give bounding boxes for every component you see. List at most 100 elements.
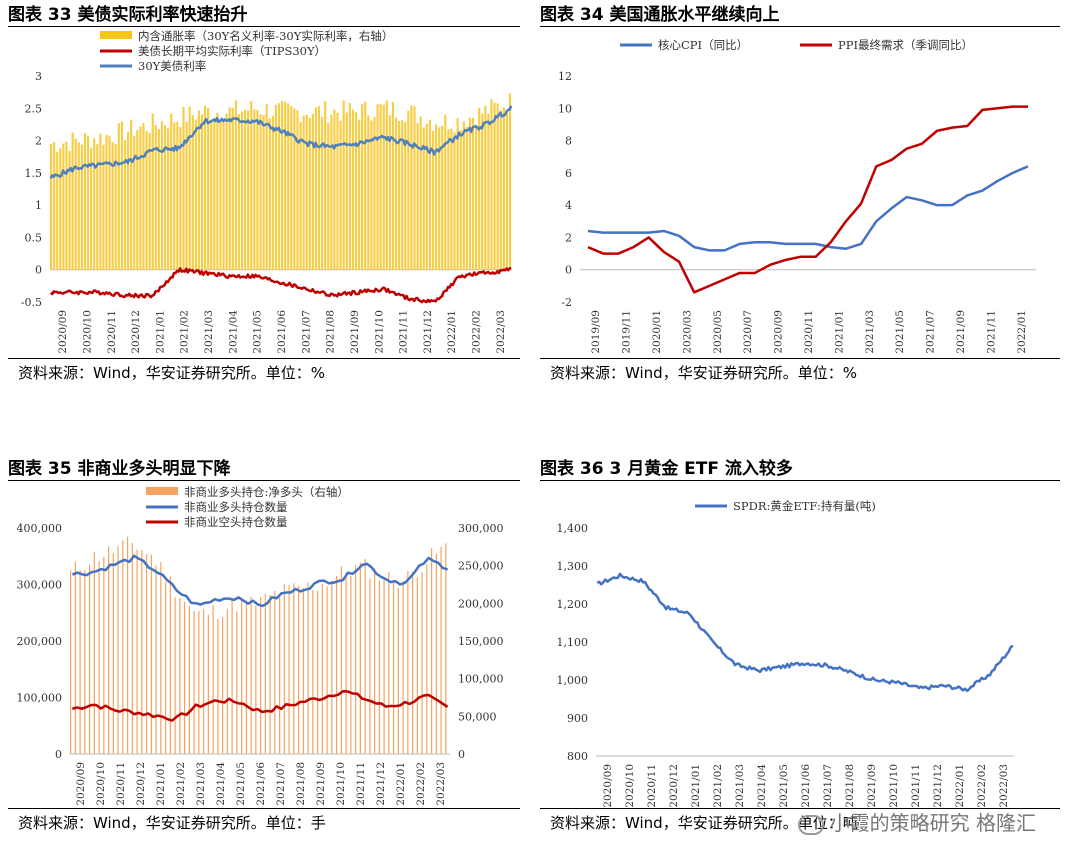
bar-implied-inflation xyxy=(197,110,200,270)
bar-net-long xyxy=(70,570,72,754)
bar-implied-inflation xyxy=(410,105,413,270)
bar-implied-inflation xyxy=(99,133,102,270)
x-tick-label: 2020/07 xyxy=(742,310,754,354)
bar-net-long xyxy=(364,559,366,754)
bar-implied-inflation xyxy=(259,114,262,270)
x-tick-label: 2022/03 xyxy=(495,310,507,354)
bar-implied-inflation xyxy=(231,107,234,270)
bar-implied-inflation xyxy=(247,110,250,270)
chart-source: 资料来源：Wind，华安证券研究所。单位：% xyxy=(18,364,325,382)
x-tick-label: 2022/02 xyxy=(471,310,483,354)
x-tick-label: 2021/02 xyxy=(712,764,724,808)
bar-implied-inflation xyxy=(210,119,213,270)
bar-net-long xyxy=(260,597,262,754)
bar-implied-inflation xyxy=(493,102,496,270)
x-tick-label: 2021/12 xyxy=(422,310,434,354)
bar-implied-inflation xyxy=(351,109,354,270)
bar-net-long xyxy=(378,580,380,754)
bar-implied-inflation xyxy=(71,132,74,270)
bar-implied-inflation xyxy=(444,114,447,270)
bar-net-long xyxy=(103,556,105,754)
bar-implied-inflation xyxy=(123,140,127,270)
x-tick-label: 2021/01 xyxy=(154,310,166,354)
legend-label: 美债长期平均实际利率（TIPS30Y） xyxy=(138,44,326,58)
bar-implied-inflation xyxy=(305,114,308,270)
bar-implied-inflation xyxy=(117,123,120,270)
bar-implied-inflation xyxy=(219,120,222,270)
bar-implied-inflation xyxy=(62,143,65,270)
y2-tick-label: 50,000 xyxy=(458,710,497,723)
bar-implied-inflation xyxy=(367,115,370,270)
bar-implied-inflation xyxy=(108,135,111,270)
bar-implied-inflation xyxy=(468,117,472,270)
bar-implied-inflation xyxy=(68,150,71,270)
bar-net-long xyxy=(293,583,295,754)
bar-implied-inflation xyxy=(345,112,348,270)
x-tick-label: 2020/12 xyxy=(130,310,142,354)
bar-implied-inflation xyxy=(388,115,391,270)
x-tick-label: 2021/01 xyxy=(155,762,167,806)
panel-chart-36: 图表 36 3 月黄金 ETF 流入较多 1,400 1,300 1,200 1,10… xyxy=(540,454,1060,844)
chart-33-svg: 3 2.5 2 1.5 1 0.5 0 -0.5 2020/09 2020/10 2020/11 20… xyxy=(21,29,513,354)
legend-label: 非商业多头持仓:净多头（右轴） xyxy=(184,485,349,499)
x-tick-label: 2021/08 xyxy=(844,764,856,808)
bar-implied-inflation xyxy=(475,125,478,270)
legend-label: 核心CPI（同比） xyxy=(658,38,748,52)
x-tick-label: 2021/04 xyxy=(215,762,227,806)
bar-implied-inflation xyxy=(302,115,305,270)
bar-net-long xyxy=(131,542,133,754)
y-tick-label: 1,300 xyxy=(557,560,589,573)
x-tick-label: 2021/12 xyxy=(375,762,387,806)
bar-implied-inflation xyxy=(244,109,247,270)
bar-net-long xyxy=(388,571,390,754)
series-line xyxy=(72,690,449,722)
bar-implied-inflation xyxy=(321,116,324,270)
bar-net-long xyxy=(326,586,328,754)
bar-implied-inflation xyxy=(425,123,428,270)
bar-implied-inflation xyxy=(86,135,90,270)
bar-implied-inflation xyxy=(281,100,284,270)
bar-implied-inflation xyxy=(284,101,287,270)
bar-implied-inflation xyxy=(167,128,170,270)
bar-implied-inflation xyxy=(213,117,216,270)
bar-implied-inflation xyxy=(438,127,441,270)
bar-net-long xyxy=(431,548,433,754)
bar-implied-inflation xyxy=(127,132,130,270)
bar-net-long xyxy=(179,598,181,754)
bar-implied-inflation xyxy=(274,104,277,270)
bar-net-long xyxy=(108,546,110,754)
x-tick-label: 2021/05 xyxy=(778,764,790,808)
bar-net-long xyxy=(340,566,342,754)
bar-implied-inflation xyxy=(293,108,296,270)
bar-implied-inflation xyxy=(96,143,99,270)
bar-implied-inflation xyxy=(222,121,225,270)
bar-implied-inflation xyxy=(56,151,59,270)
bar-net-long xyxy=(383,579,385,754)
bar-net-long xyxy=(274,591,276,754)
x-tick-label: 2020/10 xyxy=(95,762,107,806)
bar-implied-inflation xyxy=(154,124,157,270)
y-tick-label: 200,000 xyxy=(17,635,63,648)
y-tick-label: 300,000 xyxy=(17,579,63,592)
bar-implied-inflation xyxy=(271,115,274,270)
bar-implied-inflation xyxy=(136,130,139,270)
bar-net-long xyxy=(236,611,238,754)
x-tick-label: 2021/03 xyxy=(195,762,207,806)
bar-net-long xyxy=(317,590,319,754)
legend-label: PPI最终需求（季调同比） xyxy=(838,38,973,52)
x-tick-label: 2021/05 xyxy=(235,762,247,806)
series-line xyxy=(587,165,1029,252)
bar-implied-inflation xyxy=(370,120,373,270)
bar-implied-inflation xyxy=(314,107,318,270)
x-tick-label: 2020/11 xyxy=(803,310,815,354)
y-tick-label: 800 xyxy=(567,750,588,763)
x-tick-label: 2020/09 xyxy=(75,762,87,806)
bar-implied-inflation xyxy=(188,106,191,270)
bar-implied-inflation xyxy=(204,105,207,270)
bar-net-long xyxy=(93,552,95,754)
bar-implied-inflation xyxy=(398,120,401,270)
bar-implied-inflation xyxy=(496,103,499,270)
y-tick-label: 0 xyxy=(55,748,62,761)
bar-implied-inflation xyxy=(361,104,364,270)
bar-implied-inflation xyxy=(59,148,62,270)
